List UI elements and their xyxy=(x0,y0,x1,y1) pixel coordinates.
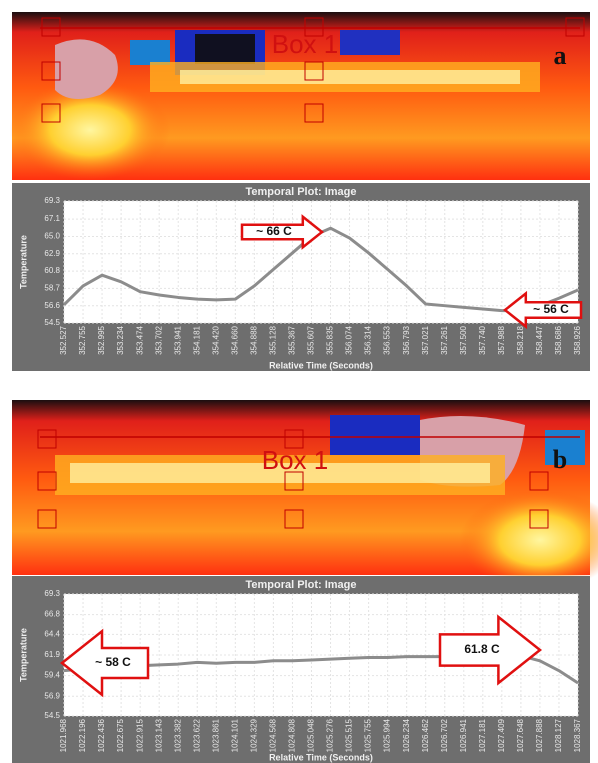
x-tick-label: 1025.276 xyxy=(326,718,335,752)
x-tick-label: 1025.048 xyxy=(307,718,316,752)
x-tick-label: 1026.702 xyxy=(440,718,449,752)
x-tick-label: 1028.367 xyxy=(573,718,582,752)
x-tick-label: 358.926 xyxy=(573,325,582,354)
x-tick-label: 1025.755 xyxy=(364,718,373,752)
y-tick-label: 56.9 xyxy=(44,691,60,700)
x-tick-label: 1023.622 xyxy=(192,718,201,752)
y-tick-label: 60.8 xyxy=(44,266,60,275)
y-tick-label: 67.1 xyxy=(44,214,60,223)
x-tick-label: 356.074 xyxy=(345,325,354,354)
x-tick-label: 1026.941 xyxy=(459,718,468,752)
plot-title: Temporal Plot: Image xyxy=(245,186,356,198)
thermal-image-b xyxy=(12,400,598,590)
x-tick-label: 352.527 xyxy=(59,325,68,354)
x-tick-label: 354.420 xyxy=(211,325,220,354)
y-axis-label: Temperature xyxy=(18,235,28,289)
x-tick-label: 356.793 xyxy=(402,325,411,354)
figure: Box 1 a Temporal Plot: Image 54.5 56.6 58.7 60… xyxy=(0,0,598,763)
x-tick-label: 1025.994 xyxy=(383,718,392,752)
x-tick-label: 1024.101 xyxy=(230,718,239,752)
panel-label: a xyxy=(554,41,567,70)
x-tick-label: 354.181 xyxy=(192,325,201,354)
annotation-label: 61.8 C xyxy=(464,642,500,656)
x-tick-label: 354.888 xyxy=(249,325,258,354)
x-tick-label: 1023.382 xyxy=(173,718,182,752)
x-tick-label: 1024.568 xyxy=(269,718,278,752)
x-tick-label: 355.367 xyxy=(288,325,297,354)
box-label: Box 1 xyxy=(262,445,329,475)
annotation-label: ~ 66 C xyxy=(256,224,292,238)
x-tick-label: 355.128 xyxy=(269,325,278,354)
y-tick-label: 65.0 xyxy=(44,232,60,241)
x-tick-label: 1027.181 xyxy=(478,718,487,752)
y-tick-label: 54.5 xyxy=(44,711,60,720)
x-tick-label: 1022.196 xyxy=(78,718,87,752)
x-tick-label: 355.607 xyxy=(307,325,316,354)
x-tick-label: 1027.888 xyxy=(535,718,544,752)
y-tick-label: 69.3 xyxy=(44,196,60,205)
y-tick-label: 54.5 xyxy=(44,318,60,327)
x-tick-label: 356.314 xyxy=(364,325,373,354)
plot-title: Temporal Plot: Image xyxy=(245,579,356,591)
x-tick-label: 1026.234 xyxy=(402,718,411,752)
x-tick-label: 1022.675 xyxy=(116,718,125,752)
x-tick-label: 357.261 xyxy=(440,325,449,354)
y-tick-label: 64.4 xyxy=(44,630,60,639)
annotation-label: ~ 58 C xyxy=(95,655,131,669)
x-tick-label: 357.988 xyxy=(497,325,506,354)
x-tick-label: 1024.329 xyxy=(249,718,258,752)
y-tick-label: 59.4 xyxy=(44,671,60,680)
panel-label: b xyxy=(553,445,567,474)
x-tick-label: 353.941 xyxy=(173,325,182,354)
x-tick-label: 1022.436 xyxy=(97,718,106,752)
y-tick-label: 58.7 xyxy=(44,283,60,292)
x-tick-label: 358.218 xyxy=(516,325,525,354)
x-tick-label: 357.740 xyxy=(478,325,487,354)
x-tick-label: 352.755 xyxy=(78,325,87,354)
y-tick-label: 66.8 xyxy=(44,610,60,619)
x-tick-label: 1026.462 xyxy=(421,718,430,752)
x-tick-label: 1021.968 xyxy=(59,718,68,752)
x-tick-label: 357.021 xyxy=(421,325,430,354)
x-tick-label: 353.702 xyxy=(154,325,163,354)
x-tick-label: 1025.515 xyxy=(345,718,354,752)
y-axis-label: Temperature xyxy=(18,628,28,682)
x-tick-label: 354.660 xyxy=(230,325,239,354)
x-tick-label: 1028.127 xyxy=(554,718,563,752)
y-tick-label: 56.6 xyxy=(44,301,60,310)
x-tick-label: 1023.861 xyxy=(211,718,220,752)
x-axis-label: Relative Time (Seconds) xyxy=(269,360,373,370)
x-tick-label: 1027.648 xyxy=(516,718,525,752)
x-tick-label: 358.686 xyxy=(554,325,563,354)
y-tick-label: 69.3 xyxy=(44,589,60,598)
x-tick-label: 357.500 xyxy=(459,325,468,354)
x-tick-label: 358.447 xyxy=(535,325,544,354)
x-axis-label: Relative Time (Seconds) xyxy=(269,752,373,762)
x-tick-label: 1023.143 xyxy=(154,718,163,752)
annotation-label: ~ 56 C xyxy=(533,302,569,316)
x-tick-label: 1027.409 xyxy=(497,718,506,752)
x-tick-label: 1024.808 xyxy=(288,718,297,752)
x-tick-label: 1022.915 xyxy=(135,718,144,752)
x-tick-label: 352.995 xyxy=(97,325,106,354)
y-tick-label: 62.9 xyxy=(44,249,60,258)
y-tick-label: 61.9 xyxy=(44,650,60,659)
x-tick-label: 355.835 xyxy=(326,325,335,354)
x-tick-label: 356.553 xyxy=(383,325,392,354)
box-label: Box 1 xyxy=(272,29,339,59)
x-tick-label: 353.234 xyxy=(116,325,125,354)
x-tick-label: 353.474 xyxy=(135,325,144,354)
